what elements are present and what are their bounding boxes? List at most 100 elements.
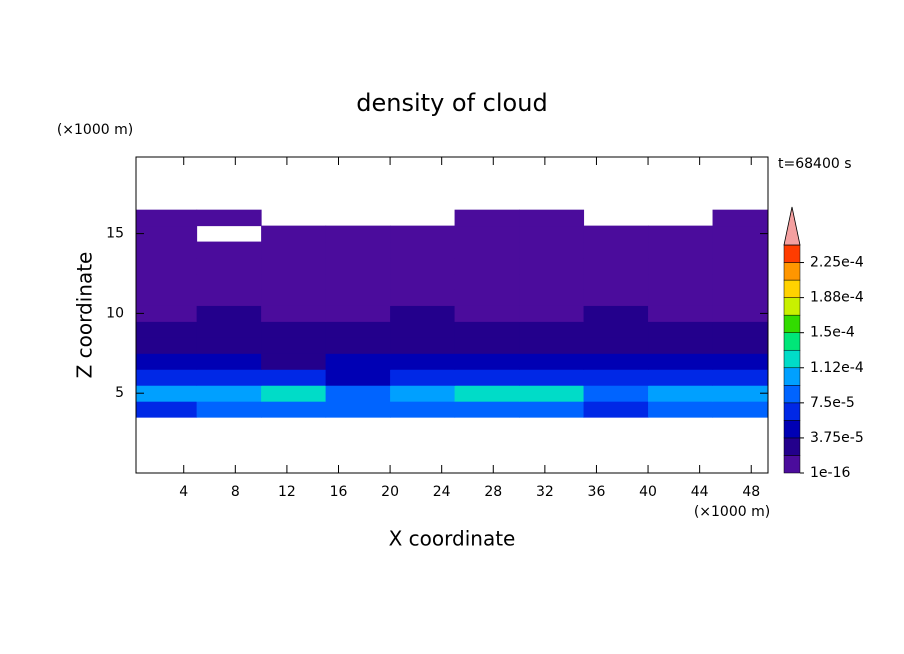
contour-cell [712, 209, 768, 227]
contour-cell [583, 353, 649, 370]
contour-cell [261, 257, 327, 275]
contour-cell [712, 321, 768, 338]
contour-cell [519, 305, 585, 322]
colorbar-segment [783, 332, 801, 351]
contour-cell [648, 225, 714, 243]
contour-cell [325, 385, 391, 402]
contour-cell [648, 369, 714, 386]
colorbar-tick-label: 1e-16 [810, 465, 850, 481]
contour-cell [712, 353, 768, 370]
contour-cell [712, 289, 768, 306]
contour-cell [196, 257, 262, 275]
contour-cell [712, 257, 768, 275]
contour-cell [261, 305, 327, 322]
contour-cell [583, 225, 649, 243]
contour-cell [648, 353, 714, 370]
contour-cell [325, 321, 391, 338]
contour-cell [196, 305, 262, 322]
contour-cell [454, 209, 520, 227]
x-tick-label: 48 [742, 484, 760, 500]
contour-cell [196, 385, 262, 402]
contour-cell [261, 353, 327, 370]
colorbar-segment [783, 244, 801, 263]
contour-cell [712, 305, 768, 322]
colorbar-tick-label: 1.88e-4 [810, 290, 864, 306]
colorbar-tick-label: 1.5e-4 [810, 325, 855, 341]
contour-cell [325, 337, 391, 354]
contour-cell [712, 241, 768, 259]
contour-cell [519, 321, 585, 338]
colorbar-segment [783, 367, 801, 386]
contour-cell [454, 401, 520, 418]
contour-cell [583, 369, 649, 386]
colorbar-over [783, 206, 801, 246]
x-axis-label: X coordinate [389, 527, 516, 551]
colorbar-tick-label: 2.25e-4 [810, 255, 864, 271]
contour-cell [712, 273, 768, 290]
contour-cell [136, 385, 198, 402]
contour-cell [648, 401, 714, 418]
contour-cell [583, 241, 649, 259]
contour-cell [390, 369, 456, 386]
contour-cell [261, 225, 327, 243]
contour-cell [583, 337, 649, 354]
contour-cell [136, 209, 198, 227]
contour-cell [390, 241, 456, 259]
contour-cell [583, 257, 649, 275]
contour-cell [519, 209, 585, 227]
contour-cell [325, 305, 391, 322]
chart-title: density of cloud [356, 89, 547, 117]
contour-cell [454, 305, 520, 322]
contour-cell [519, 369, 585, 386]
colorbar-segment [783, 349, 801, 369]
contour-cell [648, 305, 714, 322]
x-tick-label: 16 [330, 484, 348, 500]
colorbar-segment [783, 279, 801, 298]
contour-cell [325, 225, 391, 243]
contour-cell [390, 321, 456, 338]
colorbar-segment [783, 385, 801, 404]
contour-cell [390, 385, 456, 402]
colorbar-segment [783, 437, 801, 456]
y-tick-label: 15 [106, 226, 124, 242]
colorbar-segment [783, 420, 801, 439]
contour-cell [712, 401, 768, 418]
contour-cell [648, 337, 714, 354]
y-tick-label: 5 [115, 385, 124, 401]
contour-cell [196, 369, 262, 386]
contour-cell [390, 273, 456, 290]
contour-cell [583, 321, 649, 338]
contour-cell [519, 257, 585, 275]
contour-cell [583, 273, 649, 290]
x-tick-label: 28 [484, 484, 502, 500]
x-tick-label: 20 [381, 484, 399, 500]
contour-cell [196, 241, 262, 259]
y-unit: (×1000 m) [57, 122, 133, 138]
contour-cell [454, 321, 520, 338]
y-axis-label: Z coordinate [73, 252, 97, 379]
contour-cell [196, 337, 262, 354]
colorbar-segment [783, 262, 801, 281]
colorbar-tick-label: 7.5e-5 [810, 395, 855, 411]
x-unit: (×1000 m) [694, 504, 770, 520]
contour-cell [261, 289, 327, 306]
contour-cell [136, 401, 198, 418]
x-tick-label: 36 [588, 484, 606, 500]
contour-cell [261, 401, 327, 418]
contour-cell [136, 289, 198, 306]
contour-cell [196, 401, 262, 418]
contour-cell [196, 353, 262, 370]
contour-cell [583, 305, 649, 322]
contour-cell [136, 369, 198, 386]
colorbar-segment [783, 402, 801, 421]
contour-cell [390, 401, 456, 418]
y-tick-label: 10 [106, 305, 124, 321]
contour-cell [712, 225, 768, 243]
colorbar-segment [783, 314, 801, 333]
contour-cell [390, 337, 456, 354]
x-tick-label: 24 [433, 484, 451, 500]
contour-cell [196, 321, 262, 338]
contour-cell [519, 401, 585, 418]
contour-cell [136, 337, 198, 354]
contour-cell [648, 385, 714, 402]
